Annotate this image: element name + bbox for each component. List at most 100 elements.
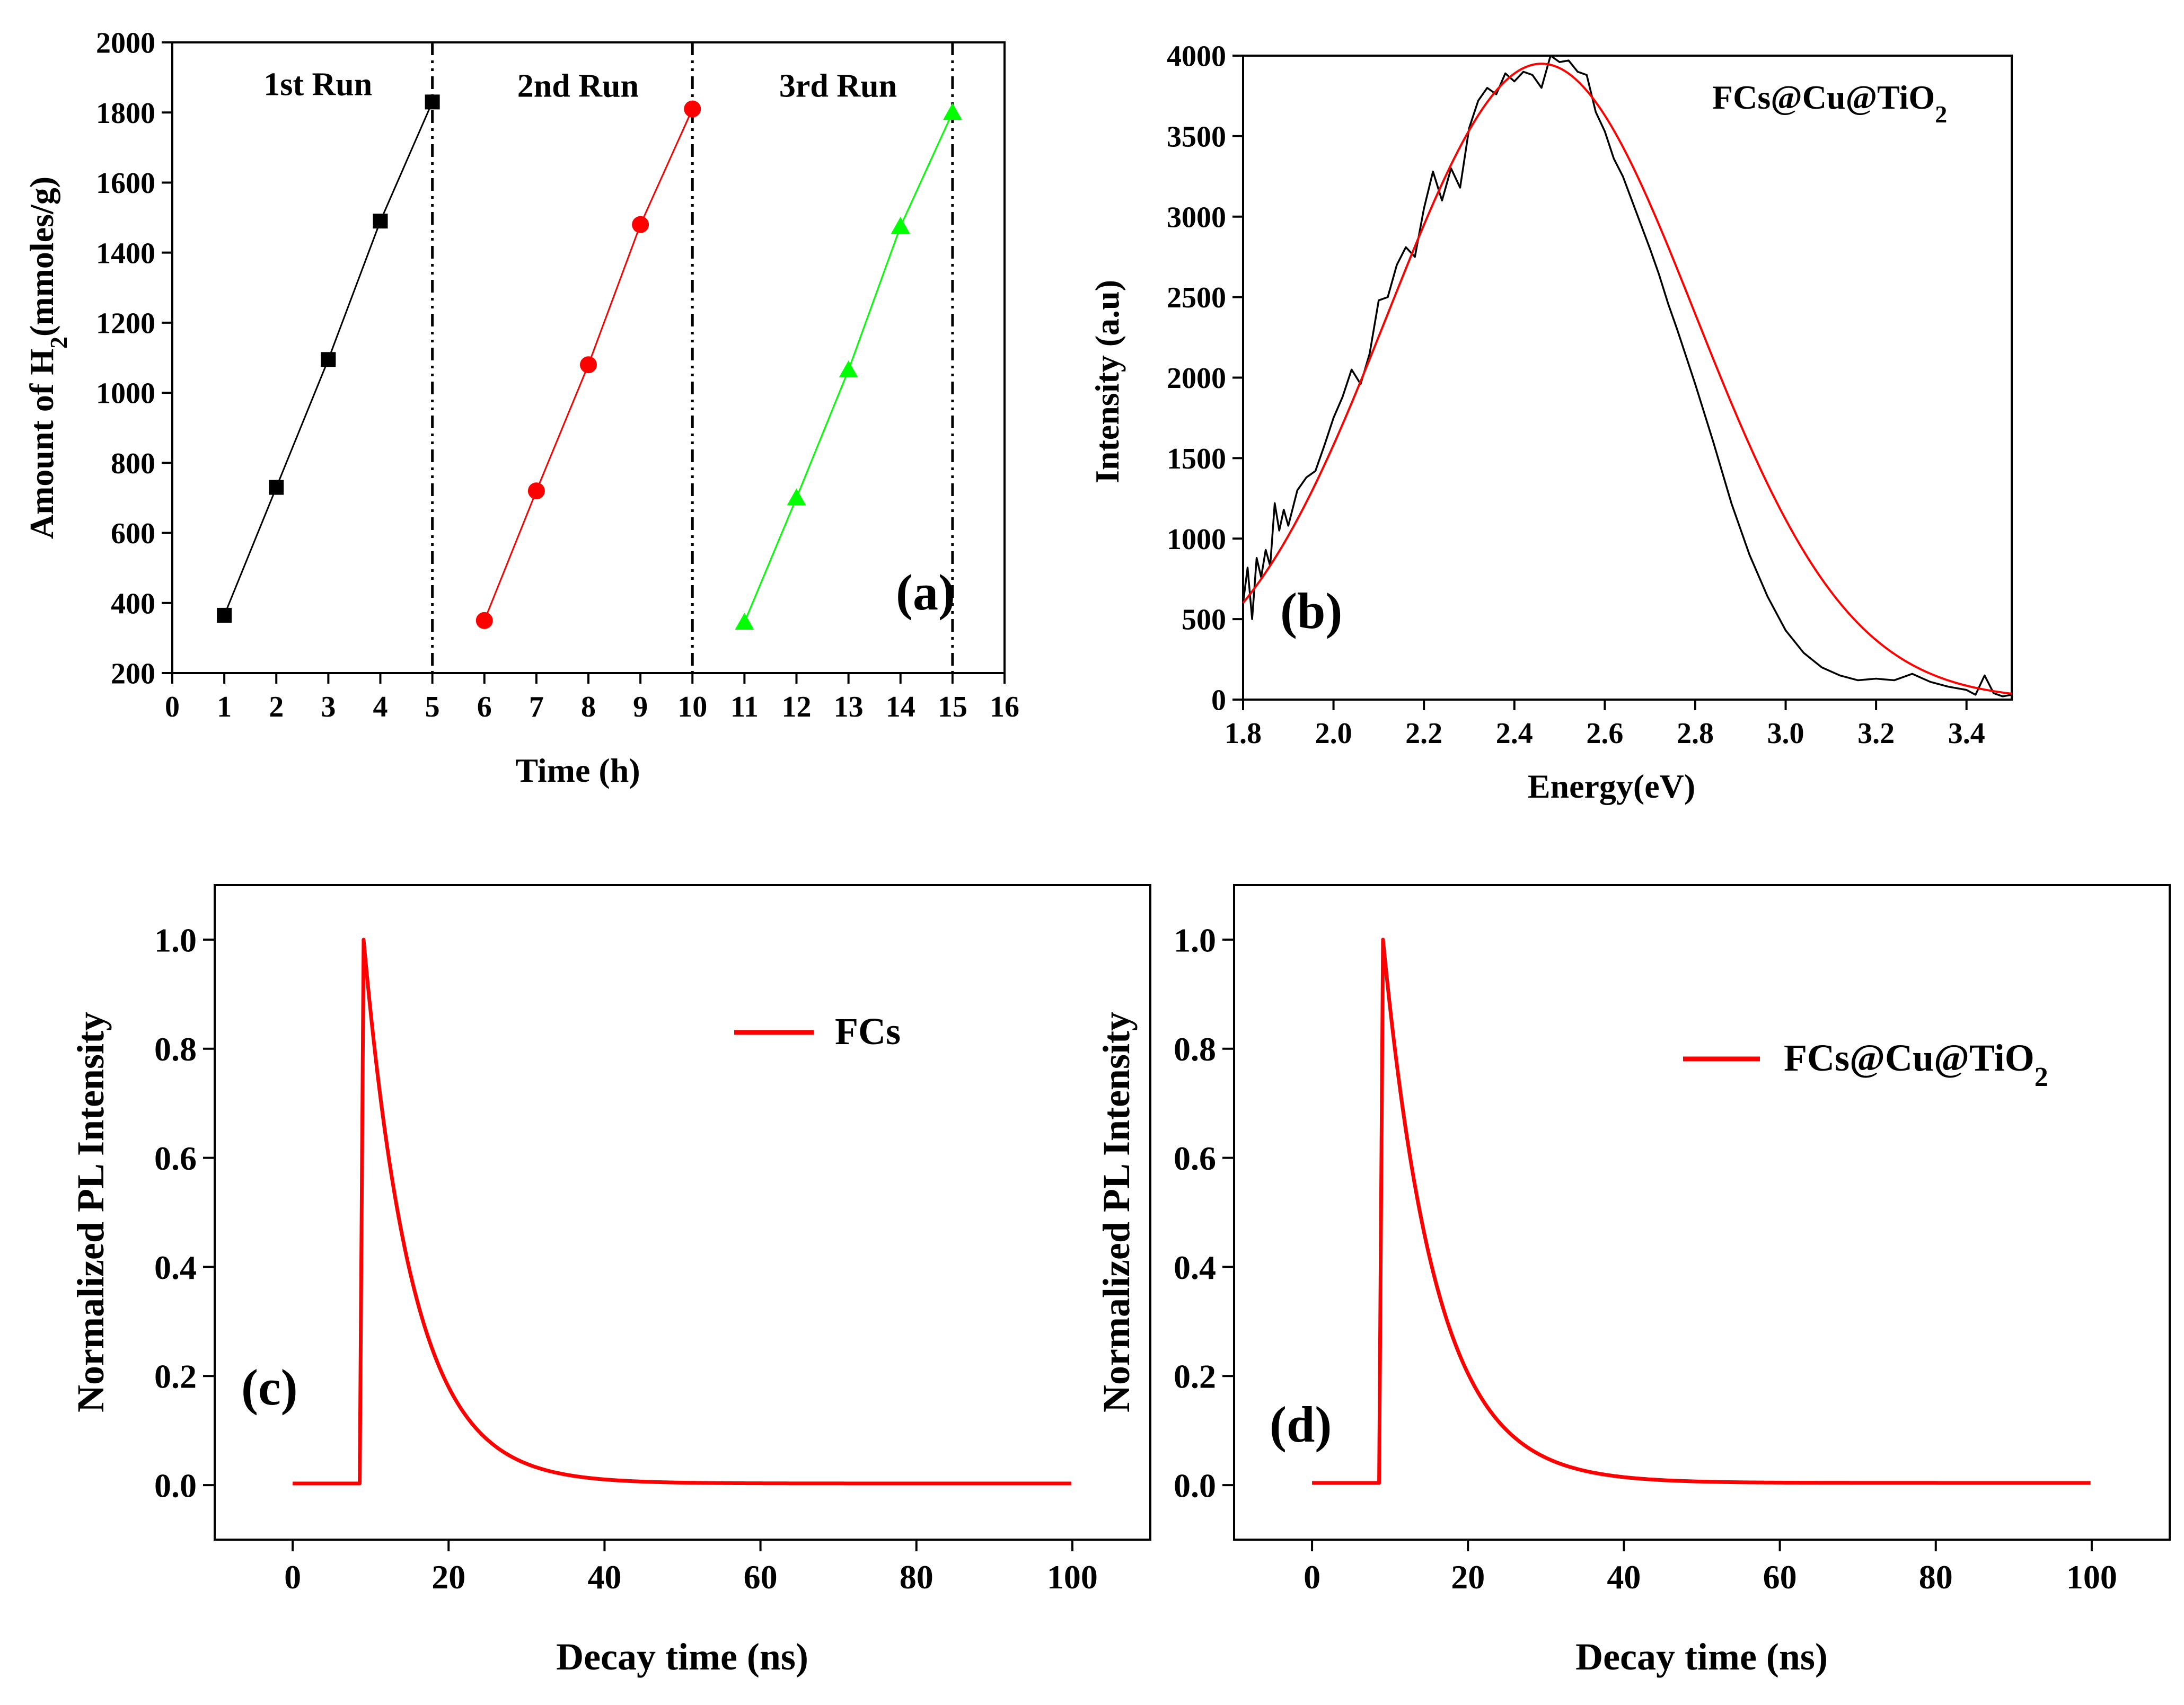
panel-a-run-label: 2nd Run <box>517 68 639 104</box>
panel-d-x-axis-title: Decay time (ns) <box>1575 1636 1828 1678</box>
panel-c-legend-label: FCs <box>835 1010 901 1053</box>
panel-a-axes: 0 1 2 3 4 5 6 7 8 9 10 11 12 13 14 15 162004006008001000… <box>96 27 1019 723</box>
panel-a-x-tick-label: 3 <box>321 691 336 723</box>
panel-a-y-title-sub: 2 <box>45 337 72 349</box>
panel-a-x-tick-label: 6 <box>477 691 492 723</box>
panel-a-x-tick-label: 8 <box>581 691 596 723</box>
panel-a-x-axis-title: Time (h) <box>515 752 640 789</box>
panel-b-x-tick-label: 2.4 <box>1496 717 1533 750</box>
panel-a-y-tick-label: 200 <box>111 658 155 691</box>
panel-c-axes: 0 20 40 60 80 100 0.0 0.2 0.4 0.6 0.8 1.0 <box>154 921 1098 1596</box>
panel-b-y-tick-label: 1000 <box>1167 523 1226 556</box>
panel-d-x-tick-label: 40 <box>1607 1558 1641 1596</box>
panel-a-y-tick-label: 1000 <box>96 377 155 410</box>
panel-a-data-point <box>425 94 440 110</box>
panel-c-x-tick-label: 40 <box>587 1558 621 1596</box>
panel-a-x-tick-label: 12 <box>782 691 812 723</box>
panel-a-y-tick-label: 2000 <box>96 27 155 60</box>
panel-a-y-tick-label: 400 <box>111 587 155 620</box>
panel-a-markers <box>217 94 962 630</box>
panel-d-axes: 0 20 40 60 80 100 0.0 0.2 0.4 0.6 0.8 1.0 <box>1174 921 2117 1596</box>
panel-b-series-lines <box>1242 55 2012 697</box>
panel-a-data-point <box>943 103 962 120</box>
panel-a-x-tick-label: 9 <box>633 691 648 723</box>
panel-a-run-labels: 1st Run 2nd Run 3rd Run <box>263 66 897 104</box>
panel-a-data-point <box>269 480 284 495</box>
panel-a-y-axis-title: Amount of H2(mmoles/g) <box>23 176 72 539</box>
panel-b-y-tick-label: 500 <box>1182 604 1226 637</box>
panel-c-y-tick-label: 0.6 <box>154 1139 197 1177</box>
panel-a-x-tick-label: 7 <box>529 691 544 723</box>
panel-a-data-point <box>735 613 754 630</box>
panel-d-x-tick-label: 60 <box>1763 1558 1797 1596</box>
panel-b-measured-curve <box>1242 55 2012 697</box>
panel-a-data-point <box>632 216 649 233</box>
panel-a-y-tick-label: 1200 <box>96 307 155 340</box>
panel-c-x-tick-label: 0 <box>284 1558 301 1596</box>
panel-c-y-tick-label: 0.4 <box>154 1249 197 1286</box>
panel-a-y-tick-label: 600 <box>111 517 155 550</box>
panel-c-decay-curve <box>293 938 1071 1486</box>
panel-a-x-tick-label: 16 <box>990 691 1019 723</box>
panel-d-y-tick-label: 0.8 <box>1174 1030 1216 1068</box>
panel-a-data-point <box>373 214 388 229</box>
panel-a-y-tick-label: 1600 <box>96 167 155 200</box>
panel-b-legend-sub: 2 <box>1935 101 1947 128</box>
panel-b-x-tick-label: 2.2 <box>1405 717 1442 750</box>
panel-b-x-tick-label: 3.4 <box>1948 717 1985 750</box>
panel-a-data-point <box>475 612 493 629</box>
panel-b-axes: 1.8 2.0 2.2 2.4 2.6 2.8 3.0 3.2 3.4 0 500 1000 1500 2… <box>1167 40 1985 750</box>
panel-c-y-tick-label: 0.2 <box>154 1358 197 1395</box>
panel-a-x-tick-label: 1 <box>217 691 232 723</box>
panel-d-label: (d) <box>1270 1396 1332 1453</box>
panel-a-x-tick-label: 0 <box>165 691 180 723</box>
panel-a-data-point <box>217 607 232 623</box>
panel-b-y-tick-label: 3500 <box>1167 120 1226 153</box>
panel-d-x-tick-label: 20 <box>1451 1558 1485 1596</box>
panel-b-legend-label: FCs@Cu@TiO2 <box>1712 78 1947 128</box>
panel-b-y-tick-label: 4000 <box>1167 40 1226 73</box>
panel-c-x-tick-label: 60 <box>744 1558 778 1596</box>
panel-c-x-tick-label: 100 <box>1047 1558 1098 1596</box>
panel-a-data-point <box>787 488 806 506</box>
panel-c-y-tick-label: 0.8 <box>154 1030 197 1068</box>
panel-b-x-tick-label: 2.0 <box>1315 717 1352 750</box>
panel-c-y-tick-label: 0.0 <box>154 1467 197 1504</box>
panel-a-data-point <box>684 100 701 118</box>
panel-d-legend-sub: 2 <box>2035 1062 2048 1092</box>
panel-a-x-tick-label: 5 <box>425 691 440 723</box>
panel-d-decay-curve <box>1312 938 2091 1485</box>
panel-a-run-label: 1st Run <box>263 66 372 102</box>
panel-a-data-point <box>580 356 597 374</box>
panel-b-energy-spectrum: 1.8 2.0 2.2 2.4 2.6 2.8 3.0 3.2 3.4 0 500 1000 1500 2… <box>1088 40 2013 805</box>
panel-a-x-tick-label: 4 <box>373 691 388 723</box>
panel-a-y-tick-label: 1800 <box>96 97 155 130</box>
panel-d-y-tick-label: 0.6 <box>1174 1139 1216 1177</box>
panel-a-x-tick-label: 15 <box>938 691 967 723</box>
panel-b-fit-curve <box>1242 63 2012 695</box>
panel-d-plot-frame <box>1233 884 2171 1541</box>
panel-d-x-tick-label: 0 <box>1304 1558 1320 1596</box>
panel-a-hydrogen-runs: 0 1 2 3 4 5 6 7 8 9 10 11 12 13 14 15 162004006008001000… <box>23 27 1019 789</box>
panel-c-y-tick-label: 1.0 <box>154 921 197 959</box>
panel-b-y-tick-label: 2000 <box>1167 362 1226 395</box>
panel-a-x-tick-label: 13 <box>834 691 864 723</box>
panel-b-y-tick-label: 1500 <box>1167 443 1226 475</box>
panel-d-series-lines <box>1312 938 2091 1485</box>
panel-a-x-tick-label: 10 <box>677 691 707 723</box>
panel-b-x-tick-label: 3.0 <box>1767 717 1804 750</box>
panel-b-x-axis-title: Energy(eV) <box>1528 767 1695 805</box>
panel-d-y-tick-label: 0.4 <box>1174 1249 1216 1286</box>
panel-d-y-tick-label: 0.2 <box>1174 1358 1216 1395</box>
panel-b-y-tick-label: 3000 <box>1167 201 1226 234</box>
panel-b-x-tick-label: 2.8 <box>1677 717 1714 750</box>
panel-b-x-tick-label: 2.6 <box>1586 717 1623 750</box>
panel-a-y-tick-label: 800 <box>111 447 155 480</box>
panel-a-x-tick-label: 14 <box>886 691 915 723</box>
panel-a-data-point <box>839 360 858 378</box>
panel-b-y-axis-title: Intensity (a.u) <box>1088 280 1126 483</box>
panel-a-y-tick-label: 1400 <box>96 237 155 270</box>
panel-b-y-tick-label: 0 <box>1211 684 1226 717</box>
panel-b-x-tick-label: 3.2 <box>1857 717 1895 750</box>
